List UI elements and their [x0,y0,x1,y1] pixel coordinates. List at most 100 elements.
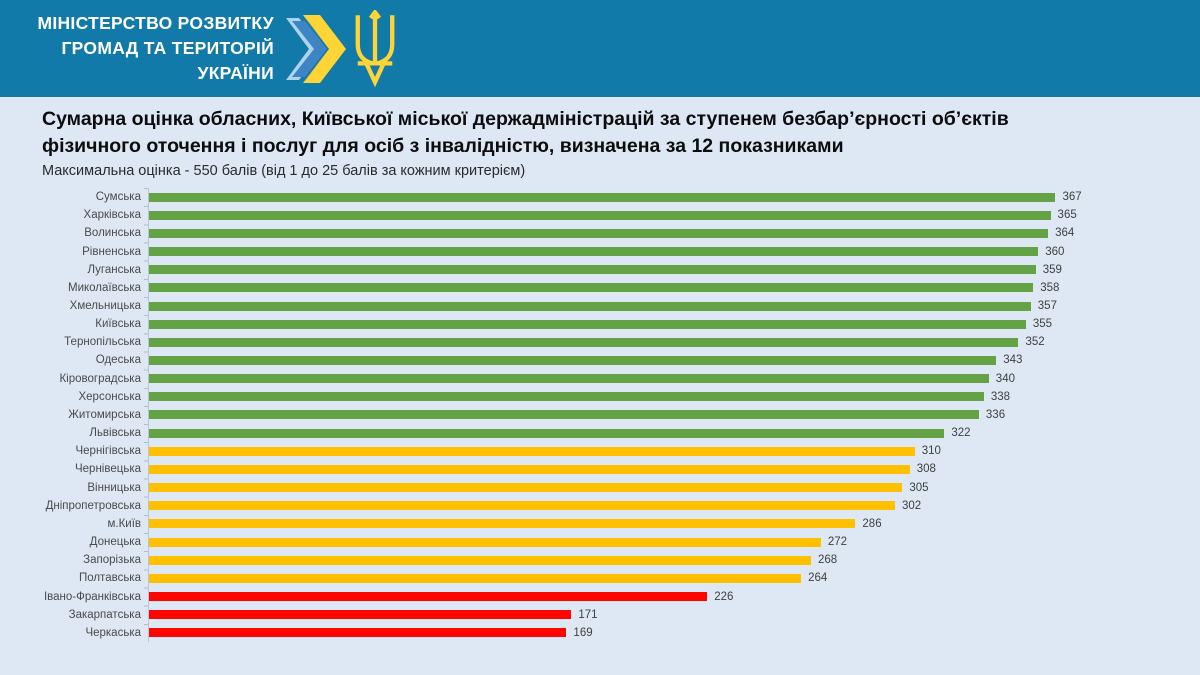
category-label: Одеська [95,354,141,367]
category-label: Вінницька [87,481,141,494]
slide-content: Сумарна оцінка обласних, Київської міськ… [0,97,1200,642]
page-subtitle: Максимальна оцінка - 550 балів (від 1 до… [42,163,526,179]
bar [149,464,910,474]
bar [149,483,903,493]
ministry-logo [284,9,398,88]
bar [149,501,895,511]
value-label: 310 [921,445,941,458]
bar [149,392,984,402]
bar-track: 367 [141,191,1200,203]
bar-track: 340 [141,373,1200,385]
bar-track: 305 [141,482,1200,494]
bar [149,628,567,638]
bar-row: Львівська 322 [0,424,1200,442]
value-label: 364 [1055,227,1075,240]
bar-track: 338 [141,391,1200,403]
value-label: 322 [951,427,971,440]
bar [149,610,572,620]
bar-track: 264 [141,572,1200,584]
page-title: Сумарна оцінка обласних, Київської міськ… [0,106,1200,160]
category-label: Донецька [89,536,141,549]
bar-row: Київська 355 [0,315,1200,333]
category-label: Чернігівська [75,445,141,458]
bar [149,355,997,365]
bar-row: Харківська 365 [0,206,1200,224]
category-label: Івано-Франківська [43,590,141,603]
bar-row: Полтавська 264 [0,569,1200,587]
bar-row: Донецька 272 [0,533,1200,551]
category-label: Закарпатська [68,608,141,621]
category-label: Черкаська [85,626,141,639]
value-label: 336 [985,408,1006,421]
value-label: 357 [1037,300,1057,313]
value-label: 226 [714,590,734,603]
bar-row: Кіровоградська 340 [0,370,1200,388]
bar-track: 169 [141,627,1200,639]
category-label: Полтавська [78,572,141,585]
bar-track: 352 [141,336,1200,348]
page-title-line2: фізичного оточення і послуг для осіб з і… [42,135,844,157]
bar [149,428,945,438]
bar-row: Луганська 359 [0,261,1200,279]
bar-row: Івано-Франківська 226 [0,587,1200,605]
ministry-name-line1: МІНІСТЕРСТВО РОЗВИТКУ [37,13,274,33]
page-title-line1: Сумарна оцінка обласних, Київської міськ… [42,108,1009,130]
category-label: Сумська [95,191,141,204]
category-label: Дніпропетровська [45,499,141,512]
category-label: Рівненська [82,245,141,258]
bar [149,228,1049,238]
bar [149,592,708,602]
bar-row: Житомирська 336 [0,406,1200,424]
value-label: 169 [573,626,593,639]
bar-row: Чернігівська 310 [0,442,1200,460]
bar-track: 336 [141,409,1200,421]
value-label: 340 [995,372,1015,385]
value-label: 365 [1057,209,1077,222]
bar-track: 171 [141,609,1200,621]
category-label: Тернопільська [64,336,141,349]
category-label: Хмельницька [69,300,141,313]
bar [149,319,1026,329]
bar-rows: Сумська 367 Харківська 365 Волинська 364 Рівне… [0,188,1200,642]
category-label: Луганська [87,263,141,276]
axis-line [148,188,149,642]
bar-chart: Сумська 367 Харківська 365 Волинська 364 Рівне… [0,188,1200,642]
category-label: Чернівецька [75,463,141,476]
ministry-name: МІНІСТЕРСТВО РОЗВИТКУ ГРОМАД ТА ТЕРИТОРІ… [34,11,274,86]
bar [149,337,1019,347]
bar-row: Вінницька 305 [0,479,1200,497]
bar-track: 355 [141,318,1200,330]
ministry-name-line2: ГРОМАД ТА ТЕРИТОРІЙ УКРАЇНИ [61,38,274,83]
value-label: 302 [901,499,922,512]
value-label: 286 [862,517,882,530]
value-label: 360 [1045,245,1065,258]
ministry-header: МІНІСТЕРСТВО РОЗВИТКУ ГРОМАД ТА ТЕРИТОРІ… [0,0,1200,97]
value-label: 358 [1040,281,1060,294]
bar [149,555,811,565]
value-label: 171 [578,608,598,621]
bar-row: Тернопільська 352 [0,333,1200,351]
category-label: Миколаївська [67,281,141,294]
bar-track: 302 [141,500,1200,512]
bar-row: Одеська 343 [0,351,1200,369]
category-label: Херсонська [78,390,141,403]
bar [149,537,821,547]
category-label: Житомирська [68,408,141,421]
bar-track: 286 [141,518,1200,530]
value-label: 355 [1032,318,1053,331]
bar-row: Миколаївська 358 [0,279,1200,297]
bar-track: 272 [141,536,1200,548]
bar [149,192,1056,202]
bar-row: Дніпропетровська 302 [0,497,1200,515]
bar-track: 360 [141,246,1200,258]
bar [149,265,1036,275]
bar-track: 364 [141,227,1200,239]
bar-track: 322 [141,427,1200,439]
value-label: 343 [1003,354,1023,367]
bar [149,210,1051,220]
bar-track: 226 [141,591,1200,603]
bar [149,519,856,529]
category-label: Волинська [84,227,141,240]
value-label: 367 [1062,191,1082,204]
bar-row: Волинська 364 [0,224,1200,242]
